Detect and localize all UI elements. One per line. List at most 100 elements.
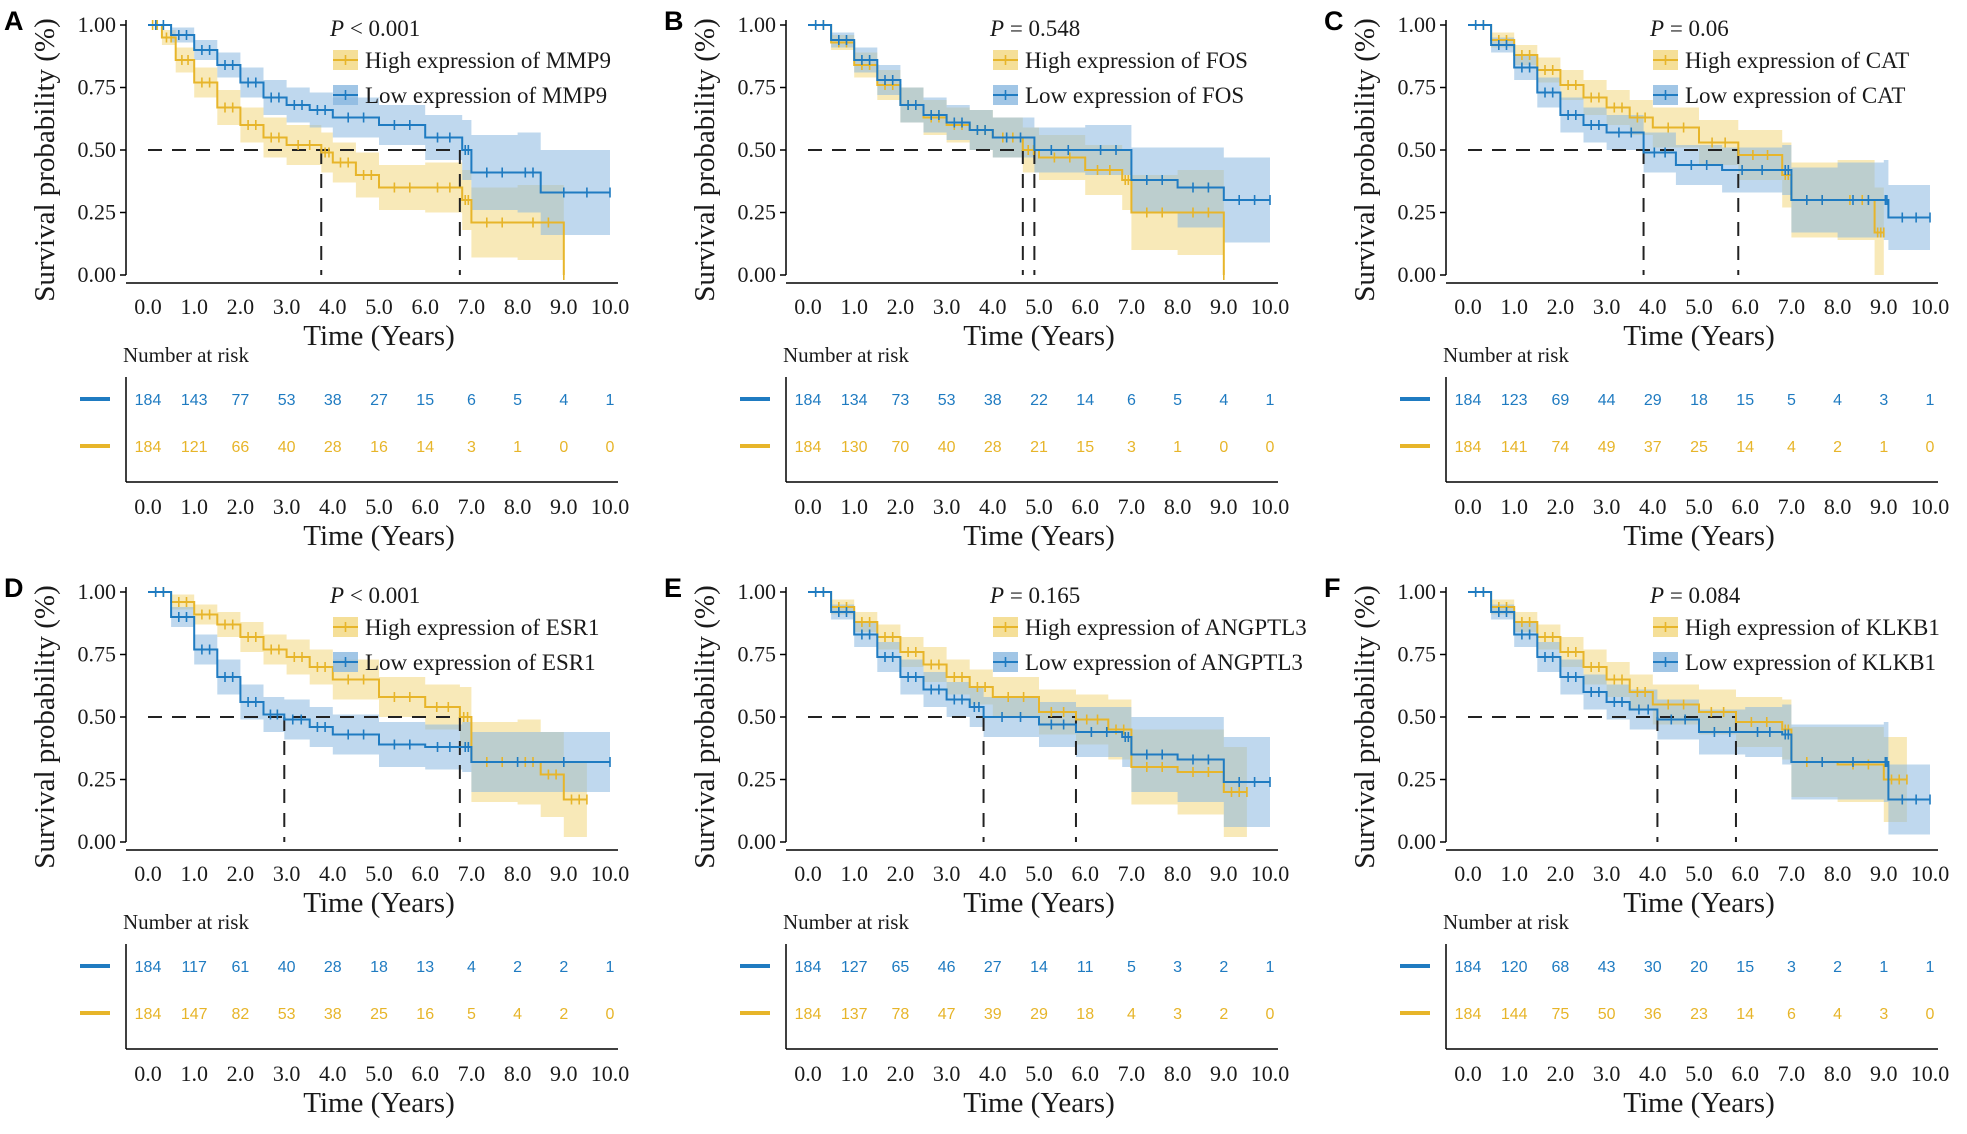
risk-count-high: 2 (559, 1006, 568, 1023)
risk-count-low: 1 (1879, 959, 1888, 976)
legend-label-high: High expression of KLKB1 (1685, 615, 1940, 640)
x-axis-title: Time (Years) (303, 887, 454, 919)
risk-x-axis-title: Time (Years) (1623, 520, 1774, 552)
risk-x-tick-label: 10.0 (591, 494, 630, 519)
risk-count-high: 74 (1552, 439, 1570, 456)
y-tick-label: 1.00 (1398, 12, 1437, 37)
x-tick-label: 3.0 (273, 861, 301, 886)
risk-count-high: 141 (1501, 439, 1528, 456)
x-tick-label: 7.0 (1778, 861, 1806, 886)
risk-count-low: 27 (984, 959, 1002, 976)
risk-count-high: 49 (1598, 439, 1616, 456)
risk-count-high: 3 (1127, 439, 1136, 456)
risk-count-high: 47 (938, 1006, 956, 1023)
x-axis-title: Time (Years) (963, 320, 1114, 352)
risk-count-high: 3 (1173, 1006, 1182, 1023)
risk-count-high: 0 (1219, 439, 1228, 456)
risk-count-high: 4 (1833, 1006, 1842, 1023)
risk-table-title: Number at risk (123, 343, 249, 367)
p-value: P = 0.548 (989, 16, 1080, 41)
risk-x-tick-label: 0.0 (134, 494, 162, 519)
risk-x-tick-label: 6.0 (1071, 1061, 1099, 1086)
x-tick-label: 0.0 (134, 294, 162, 319)
risk-count-high: 21 (1030, 439, 1048, 456)
risk-count-low: 117 (181, 959, 207, 976)
y-tick-label: 0.50 (1398, 704, 1437, 729)
ci-band-high (148, 25, 564, 275)
risk-count-high: 25 (1690, 439, 1708, 456)
risk-x-tick-label: 6.0 (1071, 494, 1099, 519)
risk-count-high: 0 (1926, 1006, 1935, 1023)
risk-x-tick-label: 4.0 (1639, 494, 1667, 519)
risk-x-axis-title: Time (Years) (303, 1087, 454, 1119)
y-tick-label: 1.00 (1398, 579, 1437, 604)
risk-x-tick-label: 3.0 (1593, 1061, 1621, 1086)
risk-table-title: Number at risk (783, 910, 909, 934)
risk-count-low: 184 (795, 392, 822, 409)
x-tick-label: 9.0 (1210, 861, 1238, 886)
risk-count-low: 53 (938, 392, 956, 409)
x-tick-label: 8.0 (1824, 861, 1852, 886)
risk-count-low: 18 (1690, 392, 1708, 409)
risk-count-high: 184 (1455, 439, 1482, 456)
risk-count-high: 184 (135, 439, 162, 456)
y-tick-label: 0.00 (1398, 262, 1437, 287)
risk-x-tick-label: 3.0 (933, 1061, 961, 1086)
x-tick-label: 0.0 (1454, 294, 1482, 319)
risk-x-tick-label: 5.0 (1025, 1061, 1053, 1086)
risk-count-low: 120 (1501, 959, 1528, 976)
x-tick-label: 9.0 (1870, 294, 1898, 319)
risk-count-low: 15 (416, 392, 434, 409)
km-curve-low (808, 591, 1270, 783)
risk-x-tick-label: 10.0 (1911, 1061, 1950, 1086)
y-tick-label: 0.25 (78, 200, 117, 225)
risk-count-high: 184 (795, 439, 822, 456)
risk-count-high: 2 (1219, 1006, 1228, 1023)
risk-x-tick-label: 8.0 (1164, 1061, 1192, 1086)
x-tick-label: 9.0 (550, 294, 578, 319)
risk-count-high: 121 (181, 439, 208, 456)
x-axis-title: Time (Years) (1623, 320, 1774, 352)
ci-band-high (1468, 25, 1884, 275)
risk-count-low: 3 (1787, 959, 1796, 976)
p-value: P = 0.084 (1649, 583, 1741, 608)
p-value: P = 0.06 (1649, 16, 1729, 41)
risk-count-low: 2 (513, 959, 522, 976)
risk-count-low: 1 (606, 392, 615, 409)
x-tick-label: 1.0 (1500, 861, 1528, 886)
risk-count-high: 50 (1598, 1006, 1616, 1023)
p-value: P < 0.001 (329, 583, 420, 608)
y-tick-label: 0.25 (78, 767, 117, 792)
risk-count-low: 53 (278, 392, 296, 409)
x-tick-label: 10.0 (1251, 294, 1290, 319)
x-tick-label: 0.0 (1454, 861, 1482, 886)
y-tick-label: 0.00 (738, 262, 777, 287)
x-tick-label: 8.0 (1164, 294, 1192, 319)
risk-count-low: 61 (232, 959, 250, 976)
risk-count-high: 147 (181, 1006, 208, 1023)
x-tick-label: 0.0 (134, 861, 162, 886)
risk-x-tick-label: 4.0 (979, 494, 1007, 519)
risk-x-axis-title: Time (Years) (963, 520, 1114, 552)
x-tick-label: 4.0 (979, 294, 1007, 319)
ci-band-low (148, 592, 610, 795)
risk-count-low: 1 (1266, 392, 1275, 409)
risk-x-tick-label: 5.0 (365, 494, 393, 519)
risk-x-tick-label: 7.0 (1118, 494, 1146, 519)
risk-count-high: 3 (467, 439, 476, 456)
risk-count-low: 3 (1879, 392, 1888, 409)
risk-count-low: 20 (1690, 959, 1708, 976)
risk-count-low: 5 (1173, 392, 1182, 409)
risk-x-tick-label: 3.0 (273, 494, 301, 519)
x-tick-label: 5.0 (1685, 294, 1713, 319)
legend-label-low: Low expression of ESR1 (365, 650, 596, 675)
x-tick-label: 1.0 (180, 861, 208, 886)
x-tick-label: 5.0 (365, 861, 393, 886)
risk-count-high: 40 (278, 439, 296, 456)
risk-count-high: 38 (324, 1006, 342, 1023)
risk-x-tick-label: 1.0 (1500, 1061, 1528, 1086)
x-tick-label: 9.0 (1210, 294, 1238, 319)
risk-count-low: 73 (892, 392, 910, 409)
risk-count-high: 37 (1644, 439, 1662, 456)
risk-count-low: 46 (938, 959, 956, 976)
